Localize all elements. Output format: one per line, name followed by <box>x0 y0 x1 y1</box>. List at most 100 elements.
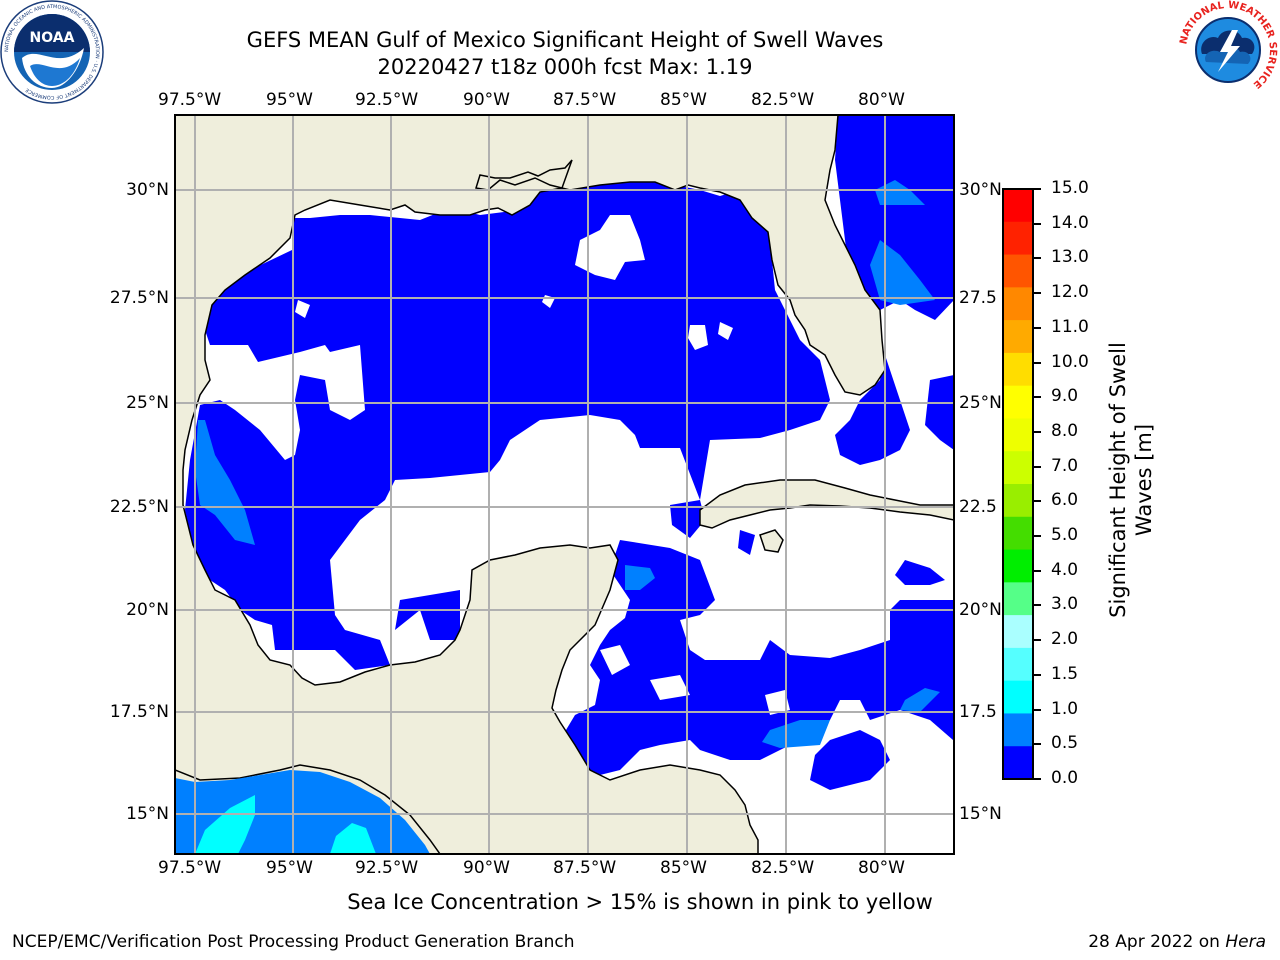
lon-label-top: 97.5°W <box>158 90 222 110</box>
colorbar-tick-mark <box>1033 604 1041 607</box>
colorbar-segment <box>1003 221 1033 256</box>
colorbar-tick-mark <box>1033 535 1041 538</box>
colorbar-segment <box>1003 647 1033 682</box>
colorbar-tick-label: 15.0 <box>1051 178 1089 198</box>
footer-date: 28 Apr 2022 on Hera <box>1088 932 1266 952</box>
colorbar-tick-label: 9.0 <box>1051 386 1079 407</box>
colorbar-tick-label: 4.0 <box>1051 559 1079 580</box>
lon-label-bottom: 80°W <box>858 858 905 878</box>
colorbar-segment <box>1003 516 1033 551</box>
colorbar-tick-mark <box>1033 500 1041 503</box>
colorbar-segment <box>1003 582 1033 616</box>
lon-label-top: 87.5°W <box>553 90 617 110</box>
colorbar-tick-mark <box>1033 257 1041 260</box>
lon-label-bottom: 97.5°W <box>158 858 222 878</box>
colorbar-tick-label: 10.0 <box>1051 351 1089 372</box>
lon-label-top: 92.5°W <box>355 90 419 110</box>
colorbar-tick-label: 7.0 <box>1051 455 1079 476</box>
lat-label-right: 25°N <box>959 393 1002 413</box>
lon-label-bottom: 92.5°W <box>355 858 419 878</box>
colorbar-tick-label: 6.0 <box>1051 490 1079 511</box>
lon-label-top: 85°W <box>660 90 707 110</box>
colorbar-tick-mark <box>1033 361 1041 364</box>
lon-label-top: 95°W <box>266 90 313 110</box>
colorbar-tick-mark <box>1033 673 1041 676</box>
lat-label-right: 17.5 <box>959 702 997 722</box>
colorbar-tick-label: 14.0 <box>1051 212 1089 233</box>
colorbar-tick-mark <box>1033 569 1041 572</box>
map-frame <box>174 114 955 855</box>
colorbar-tick-label: 2.0 <box>1051 629 1079 650</box>
colorbar-tick-label: 0.0 <box>1051 768 1079 788</box>
lon-label-top: 90°W <box>463 90 510 110</box>
swell-bin-0-0-regions <box>185 115 954 790</box>
lat-label-right: 27.5 <box>959 288 997 308</box>
colorbar-tick-label: 1.0 <box>1051 698 1079 719</box>
lat-label-left: 27.5°N <box>109 288 169 308</box>
colorbar-segment <box>1003 254 1033 288</box>
colorbar-tick-label: 13.0 <box>1051 247 1089 268</box>
lat-label-left: 17.5°N <box>109 702 169 722</box>
lon-label-top: 80°W <box>858 90 905 110</box>
map-title: GEFS MEAN Gulf of Mexico Significant Hei… <box>246 28 884 52</box>
colorbar-label: Significant Height of Swell Waves [m] <box>1106 342 1156 618</box>
colorbar-segment <box>1003 418 1033 452</box>
map-subtitle: 20220427 t18z 000h fcst Max: 1.19 <box>377 55 753 79</box>
lat-label-right: 22.5 <box>959 497 997 517</box>
colorbar-segment <box>1003 615 1033 649</box>
swell-no-data-holes <box>295 215 790 715</box>
colorbar-segment <box>1003 680 1033 714</box>
lat-label-left: 15°N <box>126 804 169 824</box>
colorbar-tick-mark <box>1033 188 1041 190</box>
colorbar-graphic <box>1002 188 1034 780</box>
lat-label-right: 15°N <box>959 804 1002 824</box>
colorbar-tick-label: 8.0 <box>1051 420 1079 441</box>
colorbar-tick-mark <box>1033 465 1041 468</box>
lat-label-left: 20°N <box>126 600 169 620</box>
lon-label-top: 82.5°W <box>751 90 815 110</box>
colorbar-segment <box>1003 484 1033 518</box>
colorbar-tick-label: 12.0 <box>1051 282 1089 303</box>
lon-label-bottom: 82.5°W <box>751 858 815 878</box>
colorbar-tick-mark <box>1033 639 1041 642</box>
colorbar-tick-mark <box>1033 292 1041 295</box>
colorbar-segment <box>1003 320 1033 354</box>
colorbar-tick-mark <box>1033 430 1041 433</box>
lon-label-bottom: 85°W <box>660 858 707 878</box>
lat-label-right: 20°N <box>959 600 1002 620</box>
colorbar-tick-mark <box>1033 708 1041 711</box>
colorbar-tick-mark <box>1033 778 1041 780</box>
graticule <box>175 115 954 854</box>
colorbar-segment <box>1003 451 1033 485</box>
sea-ice-note: Sea Ice Concentration > 15% is shown in … <box>347 890 933 914</box>
colorbar-tick-label: 0.5 <box>1051 733 1079 754</box>
colorbar-tick-mark <box>1033 326 1041 329</box>
colorbar-segment <box>1003 713 1033 747</box>
lon-label-bottom: 95°W <box>266 858 313 878</box>
colorbar-tick-label: 3.0 <box>1051 594 1079 615</box>
lat-label-left: 25°N <box>126 393 169 413</box>
noaa-logo-text: NOAA <box>30 30 75 46</box>
colorbar-tick-label: 1.5 <box>1051 663 1079 684</box>
colorbar-segment <box>1003 189 1033 223</box>
colorbar-segment <box>1003 352 1033 387</box>
colorbar-tick-mark <box>1033 743 1041 746</box>
lon-label-bottom: 87.5°W <box>553 858 617 878</box>
lat-label-left: 22.5°N <box>109 497 169 517</box>
footer-credit: NCEP/EMC/Verification Post Processing Pr… <box>12 932 575 952</box>
colorbar-tick-label: 11.0 <box>1051 316 1089 337</box>
noaa-logo-icon: NOAA NATIONAL OCEANIC AND ATMOSPHERIC AD… <box>0 0 104 104</box>
colorbar-tick-mark <box>1033 396 1041 399</box>
colorbar-segment <box>1003 746 1033 780</box>
colorbar-tick-label: 5.0 <box>1051 525 1079 546</box>
lon-label-bottom: 90°W <box>463 858 510 878</box>
colorbar-segment <box>1003 287 1033 321</box>
lat-label-left: 30°N <box>126 180 169 200</box>
lat-label-right: 30°N <box>959 180 1002 200</box>
colorbar-segment <box>1003 385 1033 419</box>
pacific-swell-bin-1-5 <box>195 795 376 854</box>
colorbar-segment <box>1003 549 1033 583</box>
nws-logo-icon: NATIONAL WEATHER SERVICE <box>1178 0 1278 99</box>
colorbar-tick-mark <box>1033 222 1041 225</box>
